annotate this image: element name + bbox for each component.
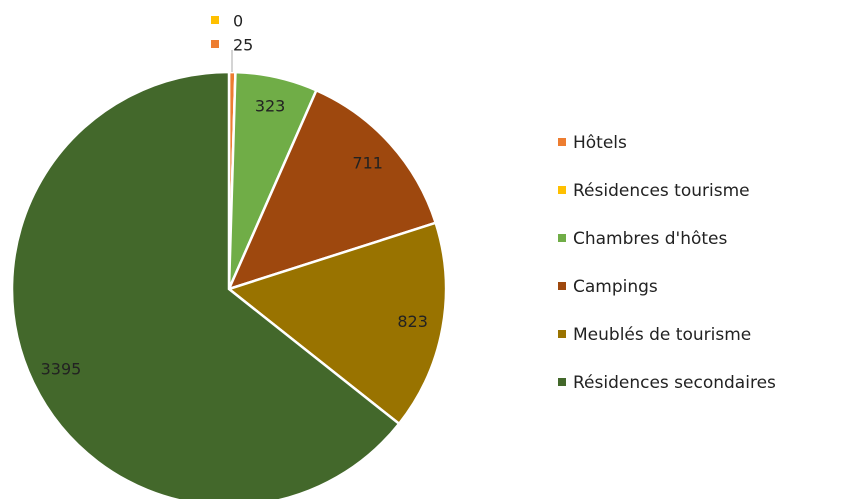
legend-label: Résidences secondaires (573, 373, 776, 393)
pie-slice (226, 221, 448, 426)
data-label: 323 (255, 96, 286, 115)
label-key (211, 40, 219, 48)
data-label: 3395 (41, 360, 82, 379)
legend-key (558, 138, 566, 146)
legend-label: Résidences tourisme (573, 181, 750, 201)
legend-key (558, 378, 566, 386)
legend-label: Chambres d'hôtes (573, 229, 728, 249)
data-label: 823 (397, 312, 428, 331)
legend-label: Meublés de tourisme (573, 325, 751, 345)
legend-key (558, 186, 566, 194)
legend-label: Hôtels (573, 133, 627, 153)
legend-label: Campings (573, 277, 658, 297)
label-key (211, 16, 219, 24)
legend-key (558, 234, 566, 242)
legend-key (558, 282, 566, 290)
pie-slice (10, 70, 401, 499)
data-label: 25 (233, 36, 253, 55)
data-label: 711 (352, 154, 383, 173)
data-label: 0 (233, 12, 243, 31)
legend-key (558, 330, 566, 338)
